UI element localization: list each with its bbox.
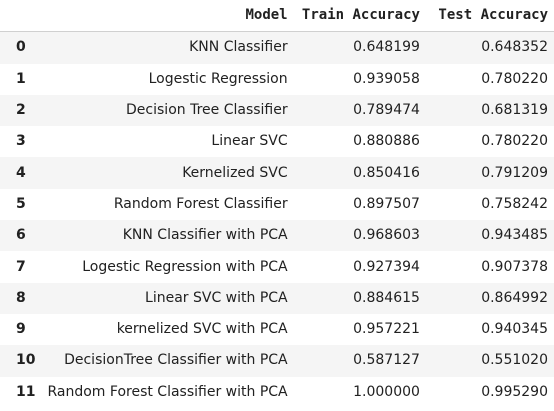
test-accuracy-cell: 0.648352 (481, 39, 548, 56)
model-cell: Random Forest Classifier with PCA (47, 383, 288, 400)
test-accuracy-cell: 0.780220 (481, 70, 548, 87)
row-index: 5 (16, 195, 26, 212)
table-row: 5 Random Forest Classifier 0.897507 0.75824… (0, 189, 554, 220)
row-index: 1 (16, 70, 26, 87)
model-cell: Kernelized SVC (182, 164, 288, 181)
row-index: 10 (16, 352, 36, 369)
table-row: 2 Decision Tree Classifier 0.789474 0.68131… (0, 94, 554, 127)
header-model: Model (41, 0, 294, 33)
test-accuracy-cell: 0.551020 (481, 352, 548, 369)
train-accuracy-cell: 0.648199 (353, 39, 420, 56)
model-cell: Linear SVC with PCA (145, 289, 288, 306)
table-row: 10 DecisionTree Classifier with PCA 0.5871… (0, 345, 554, 377)
test-accuracy-cell: 0.758242 (481, 195, 548, 212)
test-accuracy-cell: 0.791209 (481, 164, 548, 181)
table-row: 0 KNN Classifier 0.648199 0.648352 (0, 31, 554, 64)
test-accuracy-cell: 0.681319 (481, 102, 548, 119)
model-cell: Decision Tree Classifier (126, 102, 288, 119)
model-cell: KNN Classifier (189, 39, 288, 56)
row-index: 2 (16, 102, 26, 119)
model-cell: Linear SVC (211, 133, 288, 150)
train-accuracy-cell: 0.587127 (353, 352, 420, 369)
model-cell: DecisionTree Classifier with PCA (64, 352, 288, 369)
test-accuracy-cell: 0.943485 (481, 227, 548, 244)
header-row: Model Train Accuracy Test Accuracy (0, 0, 554, 33)
table-row: 4 Kernelized SVC 0.850416 0.791209 (0, 157, 554, 189)
model-cell: Logestic Regression with PCA (82, 258, 288, 275)
test-accuracy-cell: 0.780220 (481, 133, 548, 150)
table-header: Model Train Accuracy Test Accuracy (0, 0, 554, 33)
row-index: 4 (16, 164, 26, 181)
row-index: 9 (16, 321, 26, 338)
row-index: 6 (16, 227, 26, 244)
row-index: 11 (16, 383, 36, 400)
model-cell: Logestic Regression (148, 70, 288, 87)
row-index: 3 (16, 133, 26, 150)
train-accuracy-cell: 0.957221 (353, 321, 420, 338)
test-accuracy-cell: 0.995290 (481, 383, 548, 400)
row-index: 8 (16, 289, 26, 306)
table-row: 3 Linear SVC 0.880886 0.780220 (0, 126, 554, 157)
header-test-accuracy: Test Accuracy (425, 0, 554, 33)
table-row: 1 Logestic Regression 0.939058 0.780220 (0, 64, 554, 95)
table-row: 11 Random Forest Classifier with PCA 1.000… (0, 377, 554, 408)
train-accuracy-cell: 0.968603 (353, 227, 420, 244)
table-body: 0 KNN Classifier 0.648199 0.648352 1 Logestic… (0, 31, 554, 408)
model-cell: KNN Classifier with PCA (122, 227, 288, 244)
table-row: 7 Logestic Regression with PCA 0.927394 0.9… (0, 251, 554, 282)
test-accuracy-cell: 0.940345 (481, 321, 548, 338)
train-accuracy-cell: 0.789474 (353, 102, 420, 119)
model-cell: Random Forest Classifier (113, 195, 288, 212)
test-accuracy-cell: 0.864992 (481, 289, 548, 306)
model-cell: kernelized SVC with PCA (116, 321, 288, 338)
train-accuracy-cell: 0.880886 (353, 133, 420, 150)
train-accuracy-cell: 0.884615 (353, 289, 420, 306)
train-accuracy-cell: 1.000000 (353, 383, 420, 400)
train-accuracy-cell: 0.927394 (353, 258, 420, 275)
header-index (0, 0, 42, 33)
train-accuracy-cell: 0.897507 (353, 195, 420, 212)
header-train-accuracy: Train Accuracy (293, 0, 426, 33)
test-accuracy-cell: 0.907378 (481, 258, 548, 275)
table-row: 9 kernelized SVC with PCA 0.957221 0.940345 (0, 314, 554, 345)
table-row: 8 Linear SVC with PCA 0.884615 0.864992 (0, 282, 554, 314)
train-accuracy-cell: 0.939058 (353, 70, 420, 87)
row-index: 0 (16, 39, 26, 56)
table-row: 6 KNN Classifier with PCA 0.968603 0.943485 (0, 220, 554, 252)
train-accuracy-cell: 0.850416 (353, 164, 420, 181)
row-index: 7 (16, 258, 26, 275)
